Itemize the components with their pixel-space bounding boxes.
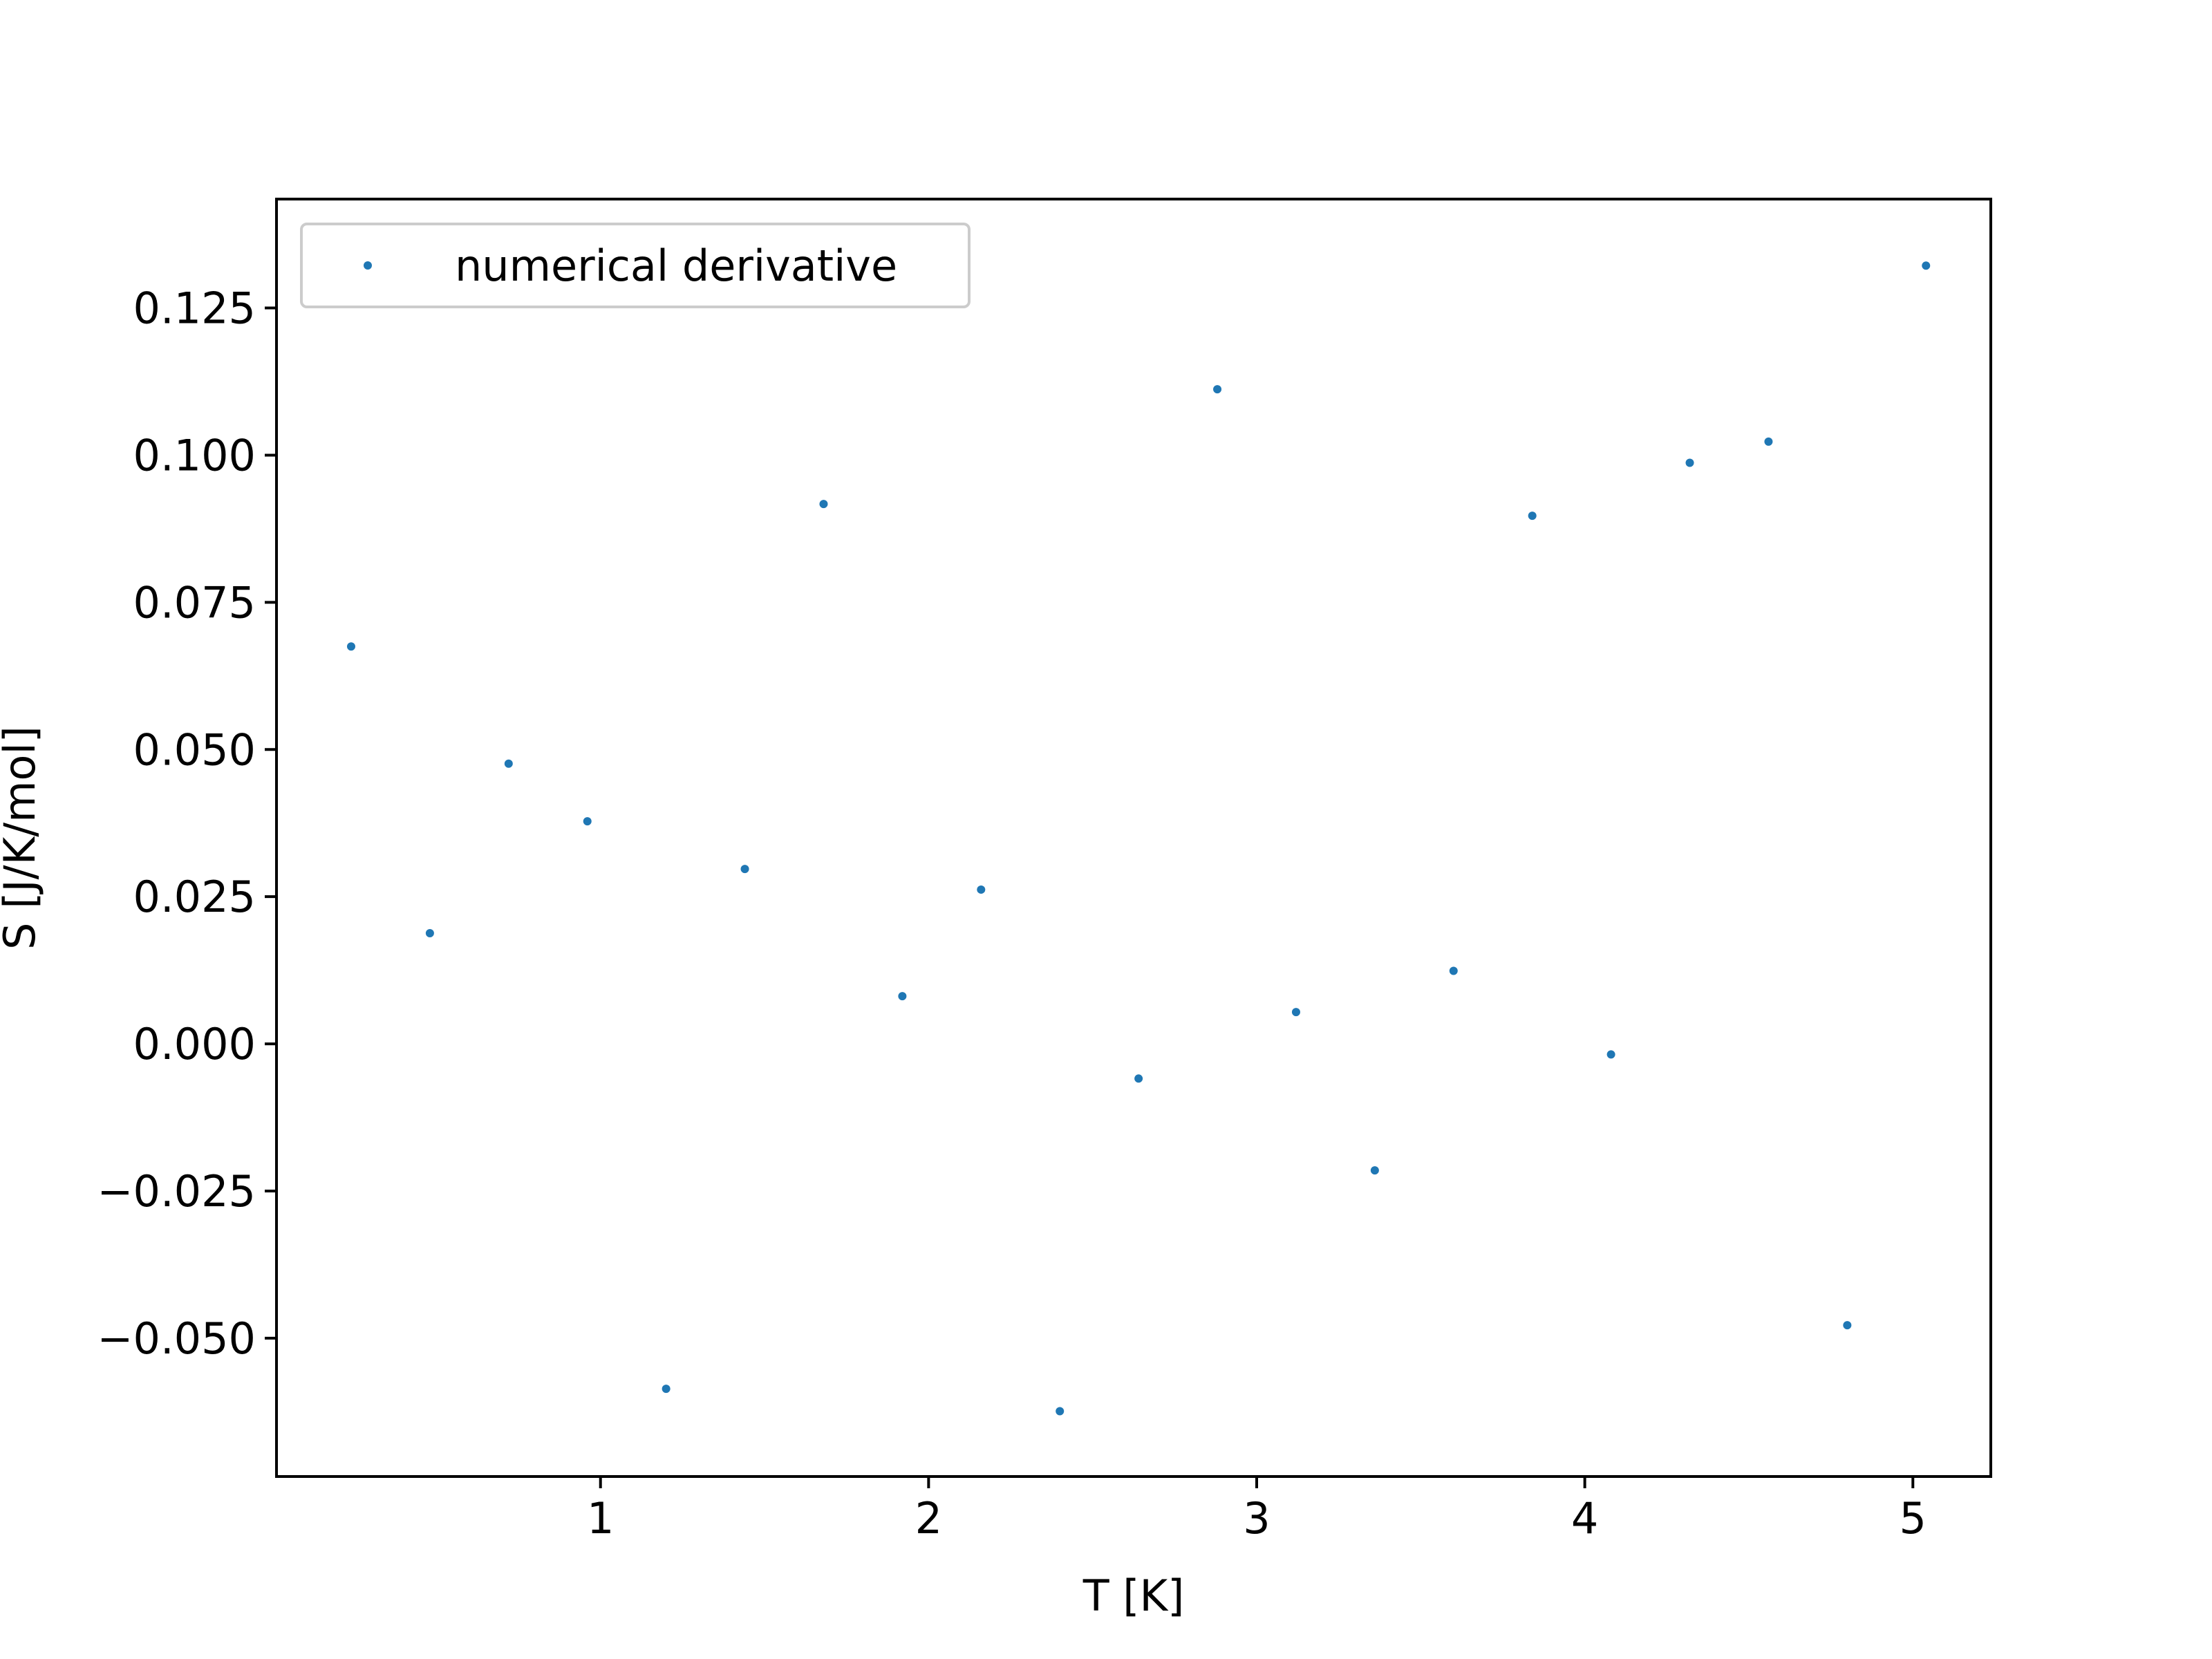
data-point (662, 1385, 671, 1394)
data-point (819, 500, 828, 509)
x-tick-label: 5 (1900, 1493, 1927, 1544)
legend: numerical derivative (300, 223, 971, 308)
x-axis-label: T [K] (1082, 1571, 1185, 1621)
y-tick-label: 0.100 (133, 430, 256, 480)
y-tick-label: 0.050 (133, 724, 256, 775)
y-tick-label: 0.025 (133, 872, 256, 922)
data-point (504, 759, 513, 768)
y-tick-label: 0.125 (133, 283, 256, 334)
x-tick-label: 2 (915, 1493, 942, 1544)
data-point (1213, 385, 1222, 394)
y-axis-label: S [J/K/mol] (0, 726, 45, 950)
data-point (1922, 261, 1931, 270)
data-point (1685, 458, 1694, 467)
data-point (898, 992, 907, 1001)
data-point (1291, 1008, 1300, 1017)
data-point (1528, 512, 1537, 521)
data-point (1606, 1050, 1615, 1059)
plot-frame (275, 198, 1992, 1478)
x-tick-label: 3 (1243, 1493, 1270, 1544)
data-point (1370, 1166, 1379, 1175)
y-tick-label: 0.000 (133, 1019, 256, 1069)
legend-box (300, 223, 971, 308)
data-point (1764, 437, 1773, 446)
data-point (1134, 1074, 1143, 1083)
data-point (1056, 1407, 1065, 1416)
x-tick-label: 4 (1571, 1493, 1598, 1544)
y-tick-label: −0.025 (97, 1166, 256, 1217)
data-point (1449, 966, 1458, 975)
data-point (1843, 1321, 1852, 1330)
data-point (740, 865, 749, 874)
legend-label: numerical derivative (455, 241, 897, 291)
data-point (583, 817, 592, 826)
x-tick-label: 1 (587, 1493, 614, 1544)
y-tick-label: −0.050 (97, 1313, 256, 1364)
ticks-layer: 1 2 3 4 5 −0.050 −0.025 0.000 0.025 0.050 0.075 0.1… (97, 283, 1927, 1544)
data-point (425, 928, 434, 937)
data-point (977, 885, 986, 894)
points-layer (346, 261, 1931, 1416)
data-point (346, 642, 355, 651)
legend-marker (364, 261, 372, 270)
y-tick-label: 0.075 (133, 577, 256, 628)
